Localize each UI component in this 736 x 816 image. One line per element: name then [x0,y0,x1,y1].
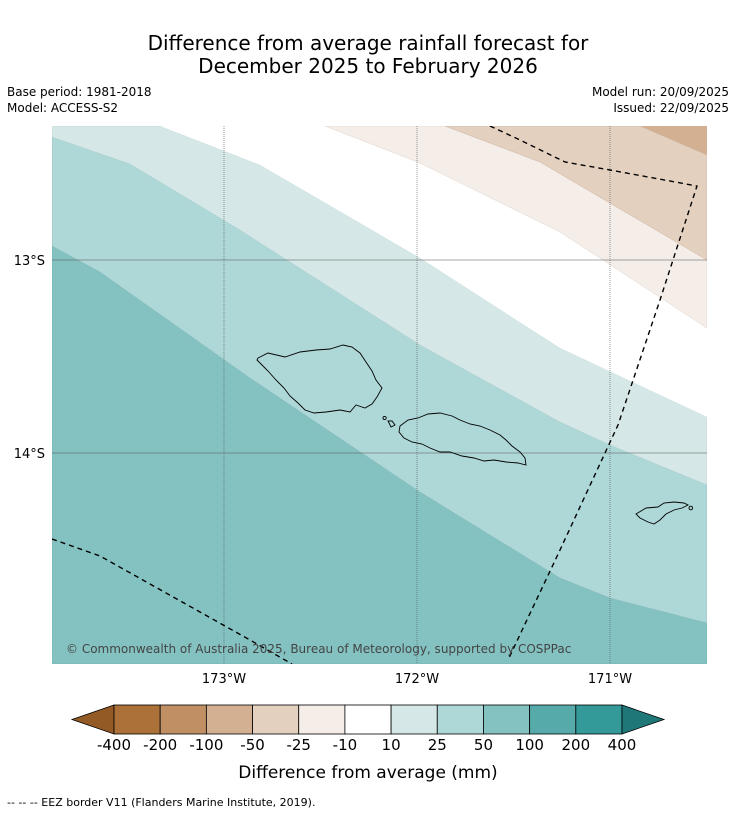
colorbar-segment [575,704,623,735]
colorbar-segment [159,704,207,735]
colorbar-label: Difference from average (mm) [238,763,497,783]
colorbar-tick-label: -50 [240,736,265,754]
colorbar [70,704,666,735]
colorbar-tick-label: -25 [286,736,311,754]
issued-date: Issued: 22/09/2025 [613,101,729,115]
base-period: Base period: 1981-2018 [7,85,152,99]
colorbar-segment [529,704,577,735]
colorbar-segment [390,704,438,735]
colorbar-segment [113,704,161,735]
colorbar-segment [205,704,253,735]
band-minus50-minus25 [444,126,707,261]
model-run: Model run: 20/09/2025 [591,85,729,99]
lon-label-173w: 173°W [202,672,246,687]
savaii-island-outline [256,344,383,414]
lat-label-13s: 13°S [14,254,45,269]
colorbar-segment [344,704,392,735]
graticule [52,126,707,664]
colorbar-tick-label: -10 [333,736,358,754]
lat-label-14s: 14°S [14,447,45,462]
colorbar-tick-label: 400 [608,736,637,754]
colorbar-tick-label: -100 [189,736,223,754]
title-line-1: Difference from average rainfall forecas… [147,31,589,55]
title-line-2: December 2025 to February 2026 [198,54,538,78]
map-panel: © Commonwealth of Australia 2025, Bureau… [52,126,707,664]
tutuila-island-outline [635,501,690,525]
band-10-25 [52,126,707,486]
colorbar-segment [252,704,300,735]
copyright-notice: © Commonwealth of Australia 2025, Bureau… [66,642,571,656]
rainfall-map-figure: © Commonwealth of Australia 2025, Bureau… [14,126,707,783]
colorbar-tick-label: 50 [474,736,493,754]
colorbar-extend-over [621,704,666,735]
colorbar-segment [436,704,484,735]
colorbar-tick-label: 200 [561,736,590,754]
band-minus100-minus50 [640,126,707,155]
eez-border-east [489,126,698,661]
colorbar-extend-under [70,704,115,735]
colorbar-tick-label: 100 [515,736,544,754]
eez-border-southwest [52,538,293,664]
colorbar-tick-label: 25 [428,736,447,754]
apolima-islet-outline [382,416,387,420]
lon-label-171w: 171°W [588,672,632,687]
colorbar-tick-label: 10 [382,736,401,754]
colorbar-tick-label: -400 [97,736,131,754]
lon-label-172w: 172°W [395,672,439,687]
aunuu-islet-outline [688,505,694,511]
colorbar-segment [483,704,531,735]
colorbar-ticks: -400 -200 -100 -50 -25 -10 10 25 50 100 200 400 [97,736,636,754]
colorbar-tick-label: -200 [143,736,177,754]
colorbar-segment [298,704,346,735]
manono-islet-outline [387,420,396,428]
upolu-island-outline [398,412,527,466]
eez-footnote: -- -- -- EEZ border V11 (Flanders Marine… [7,796,316,809]
band-neutral [160,126,707,417]
model-name: Model: ACCESS-S2 [7,101,119,115]
